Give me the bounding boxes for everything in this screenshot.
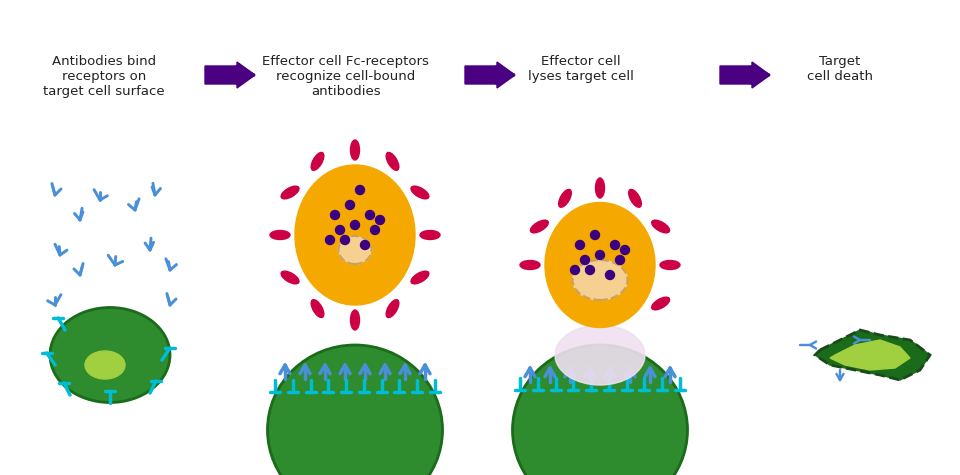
Ellipse shape — [386, 152, 398, 171]
Ellipse shape — [341, 236, 349, 245]
Ellipse shape — [350, 310, 359, 330]
Text: Target
cell death: Target cell death — [807, 55, 873, 83]
Ellipse shape — [615, 256, 625, 265]
Polygon shape — [815, 330, 930, 380]
Ellipse shape — [620, 246, 630, 255]
Ellipse shape — [590, 230, 599, 239]
Ellipse shape — [420, 230, 440, 239]
Polygon shape — [830, 340, 910, 370]
Ellipse shape — [531, 220, 548, 233]
Ellipse shape — [611, 240, 619, 249]
Ellipse shape — [355, 186, 365, 194]
Ellipse shape — [572, 260, 628, 300]
Ellipse shape — [581, 256, 589, 265]
Ellipse shape — [350, 220, 359, 229]
Ellipse shape — [660, 260, 680, 269]
Ellipse shape — [606, 270, 614, 279]
FancyArrow shape — [720, 62, 770, 88]
Ellipse shape — [629, 190, 641, 207]
Ellipse shape — [311, 300, 324, 318]
Ellipse shape — [559, 190, 571, 207]
Ellipse shape — [311, 152, 324, 171]
Ellipse shape — [268, 345, 443, 475]
Ellipse shape — [346, 200, 354, 209]
Ellipse shape — [652, 220, 669, 233]
Ellipse shape — [335, 226, 345, 235]
FancyArrow shape — [205, 62, 255, 88]
Ellipse shape — [545, 202, 655, 327]
Ellipse shape — [85, 351, 125, 379]
Text: Effector cell
lyses target cell: Effector cell lyses target cell — [528, 55, 634, 83]
Ellipse shape — [555, 325, 645, 385]
Ellipse shape — [325, 236, 334, 245]
Ellipse shape — [570, 266, 580, 275]
Ellipse shape — [586, 266, 594, 275]
Ellipse shape — [281, 271, 299, 284]
Text: Effector cell Fc-receptors
recognize cell-bound
antibodies: Effector cell Fc-receptors recognize cel… — [262, 55, 429, 98]
Text: Antibodies bind
receptors on
target cell surface: Antibodies bind receptors on target cell… — [43, 55, 164, 98]
FancyArrow shape — [465, 62, 515, 88]
Ellipse shape — [281, 186, 299, 199]
Ellipse shape — [371, 226, 379, 235]
Ellipse shape — [411, 271, 429, 284]
Ellipse shape — [575, 240, 585, 249]
Ellipse shape — [520, 260, 540, 269]
Ellipse shape — [366, 210, 374, 219]
Ellipse shape — [50, 307, 170, 402]
Ellipse shape — [339, 236, 372, 264]
Ellipse shape — [386, 300, 398, 318]
Ellipse shape — [411, 186, 429, 199]
Ellipse shape — [270, 230, 290, 239]
Ellipse shape — [330, 210, 340, 219]
Ellipse shape — [652, 297, 669, 310]
Ellipse shape — [595, 178, 605, 198]
Ellipse shape — [375, 216, 385, 225]
Ellipse shape — [361, 240, 370, 249]
Ellipse shape — [513, 345, 687, 475]
Ellipse shape — [350, 140, 359, 160]
Ellipse shape — [295, 165, 415, 305]
Ellipse shape — [595, 250, 605, 259]
